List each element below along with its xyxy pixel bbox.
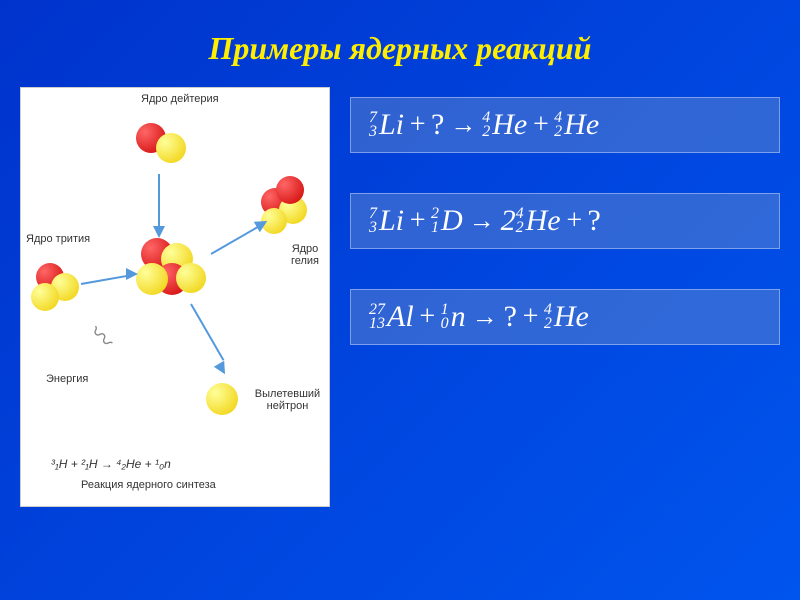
arrow-head — [126, 268, 138, 280]
arrow — [158, 174, 160, 234]
sphere-red — [276, 176, 304, 204]
sphere-yellow — [176, 263, 206, 293]
equations-column: 73Li+?→42He+42He 73Li+21D→242He+? 2713Al+1… — [350, 87, 780, 507]
arrow — [211, 226, 260, 255]
label-deuterium: Ядро дейтерия — [141, 93, 219, 105]
equation-3: 2713Al+10n→?+42He — [350, 289, 780, 345]
label-tritium: Ядро трития — [26, 233, 90, 245]
reaction-diagram: Ядро дейтерия Ядро трития Ядро гелия Выл… — [20, 87, 330, 507]
sphere-yellow — [156, 133, 186, 163]
content-area: Ядро дейтерия Ядро трития Ядро гелия Выл… — [0, 87, 800, 507]
page-title: Примеры ядерных реакций — [0, 0, 800, 87]
arrow-head — [153, 226, 165, 238]
label-neutron: Вылетевший нейтрон — [246, 388, 329, 412]
diagram-footer-title: Реакция ядерного синтеза — [81, 479, 216, 491]
arrow — [81, 274, 131, 285]
sphere-yellow — [206, 383, 238, 415]
sphere-yellow — [136, 263, 168, 295]
equation-2: 73Li+21D→242He+? — [350, 193, 780, 249]
sphere-yellow — [31, 283, 59, 311]
equation-1: 73Li+?→42He+42He — [350, 97, 780, 153]
energy-wave: 〰 — [82, 315, 124, 357]
diagram-equation: ³₁H + ²₁H → ⁴₂He + ¹₀n — [51, 457, 171, 471]
label-helium: Ядро гелия — [281, 243, 329, 267]
label-energy: Энергия — [46, 373, 88, 385]
arrow — [190, 304, 224, 361]
arrow-head — [214, 361, 230, 377]
